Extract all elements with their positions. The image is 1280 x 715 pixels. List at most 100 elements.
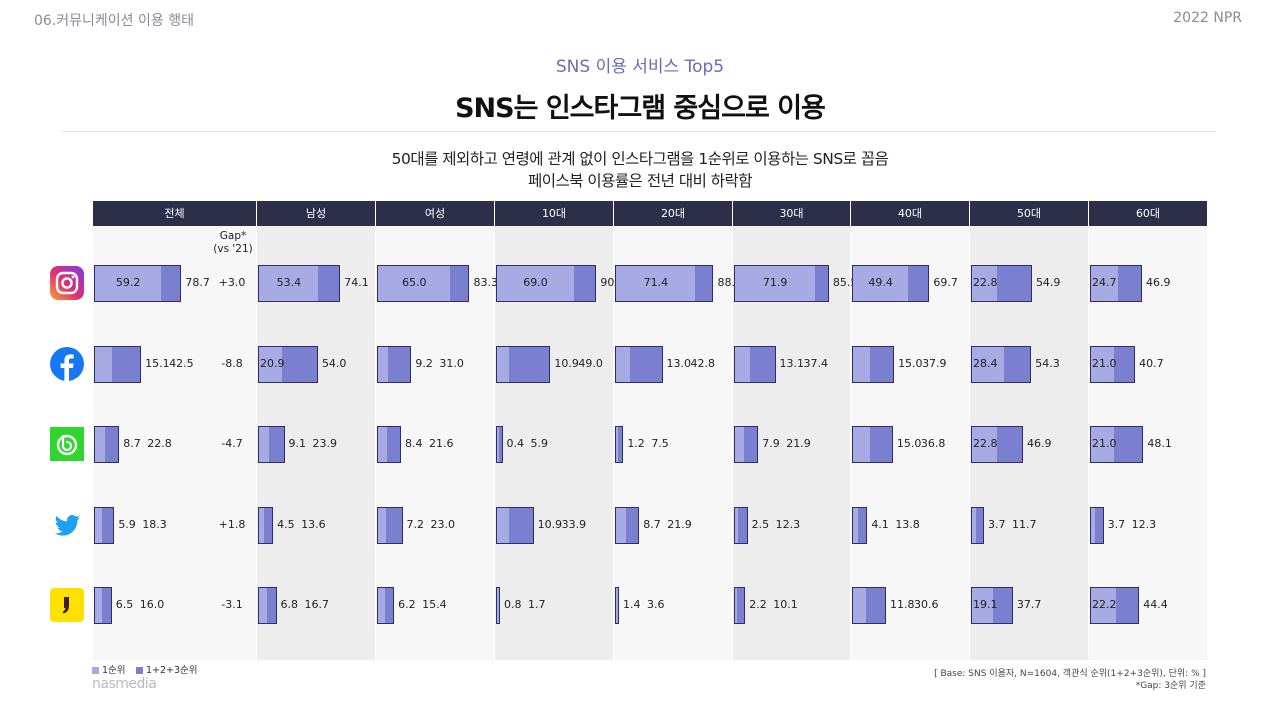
value-label-total: 16.7 (304, 598, 330, 611)
value-label-first: 13.1 (779, 357, 805, 370)
value-label-total: 1.7 (528, 598, 546, 611)
value-label-first: 15.1 (145, 357, 170, 370)
value-label-first: 8.7 (643, 518, 661, 531)
bar-first (972, 347, 1004, 382)
bar-first (95, 508, 102, 543)
value-label-total: 13.6 (301, 518, 326, 531)
value-label-total: 31.0 (439, 357, 464, 370)
value-label-first: 7.2 (406, 518, 425, 531)
value-label-first: 22.8 (973, 276, 998, 289)
bar-first (735, 508, 738, 543)
column-header-0: 전체 (93, 201, 256, 226)
column-header-7: 50대 (970, 201, 1088, 226)
value-label-first: 59.2 (115, 276, 141, 289)
value-label-total: 46.9 (1146, 276, 1171, 289)
bar-first (1091, 347, 1115, 382)
value-label-first: 71.9 (762, 276, 788, 289)
value-label-first: 21.0 (1092, 357, 1117, 370)
value-label-total: 74.1 (344, 276, 369, 289)
kakaostory-icon (50, 588, 84, 622)
bar-first (95, 427, 105, 462)
bar-first (853, 588, 867, 623)
value-label-first: 13.0 (666, 357, 692, 370)
value-label-first: 6.8 (280, 598, 299, 611)
value-label-first: 15.0 (898, 357, 923, 370)
gap-value: +1.8 (218, 518, 246, 531)
value-label-total: 37.7 (1016, 598, 1042, 611)
value-label-total: 23.0 (430, 518, 456, 531)
value-label-total: 15.4 (422, 598, 447, 611)
value-label-total: 46.9 (1027, 437, 1052, 450)
value-label-first: 7.9 (762, 437, 780, 450)
column-header-4: 20대 (614, 201, 732, 226)
gap-header: Gap* (vs '21) (207, 230, 259, 256)
column-header-8: 60대 (1089, 201, 1207, 226)
value-label-first: 22.2 (1092, 598, 1117, 611)
value-label-total: 13.8 (895, 518, 920, 531)
value-label-total: 54.9 (1035, 276, 1061, 289)
value-label-total: 10.1 (773, 598, 798, 611)
page-title: SNS는 인스타그램 중심으로 이용 (455, 93, 826, 124)
value-label-first: 4.1 (871, 518, 889, 531)
instagram-icon (50, 266, 84, 300)
value-label-first: 3.7 (1107, 518, 1126, 531)
value-label-total: 37.9 (922, 357, 947, 370)
gap-value: +3.0 (218, 276, 246, 289)
value-label-total: 40.7 (1139, 357, 1164, 370)
bar-total (615, 426, 624, 463)
value-label-first: 0.4 (506, 437, 525, 450)
bar-first (616, 588, 618, 623)
legend-label-first: 1순위 (102, 665, 126, 676)
bar-first (378, 508, 386, 543)
gap-value: -8.8 (221, 357, 243, 370)
divider (62, 131, 1216, 132)
value-label-first: 2.2 (749, 598, 767, 611)
value-label-first: 49.4 (868, 276, 893, 289)
bar-first (735, 347, 750, 382)
bar-first (1091, 508, 1096, 543)
value-label-total: 48.1 (1147, 437, 1172, 450)
value-label-total: 54.3 (1035, 357, 1060, 370)
bar-first (972, 588, 994, 623)
bar-first (497, 508, 510, 543)
bar-first (972, 427, 998, 462)
bar-total (496, 426, 503, 463)
column-header-2: 여성 (376, 201, 494, 226)
value-label-total: 11.7 (1011, 518, 1037, 531)
bar-first (972, 266, 998, 301)
bar-first (616, 508, 626, 543)
bar-first (735, 427, 744, 462)
bar-first (497, 347, 510, 382)
value-label-total: 49.0 (578, 357, 603, 370)
bar-first (616, 266, 696, 301)
value-label-first: 10.9 (537, 518, 563, 531)
bar-first (259, 266, 319, 301)
legend-label-total: 1+2+3순위 (146, 665, 198, 676)
bar-first (259, 588, 267, 623)
column-header-5: 30대 (733, 201, 850, 226)
value-label-first: 5.9 (118, 518, 136, 531)
band-icon (50, 427, 84, 461)
value-label-first: 4.5 (277, 518, 295, 531)
value-label-total: 18.3 (142, 518, 167, 531)
value-label-total: 36.8 (920, 437, 946, 450)
legend-total: 1+2+3순위 (136, 662, 198, 676)
value-label-first: 6.2 (398, 598, 416, 611)
value-label-first: 1.4 (623, 598, 641, 611)
gap-header-sub: (vs '21) (213, 243, 253, 255)
bar-total (734, 587, 746, 624)
value-label-first: 1.2 (627, 437, 645, 450)
description-line-1: 50대를 제외하고 연령에 관계 없이 인스타그램을 1순위로 이용하는 SNS… (391, 150, 889, 168)
bar-first (378, 347, 389, 382)
column-header-6: 40대 (851, 201, 969, 226)
chart-subtitle: SNS 이용 서비스 Top5 (555, 57, 725, 77)
value-label-total: 54.0 (321, 357, 347, 370)
value-label-total: 33.9 (561, 518, 587, 531)
value-label-total: 37.4 (803, 357, 829, 370)
legend-first: 1순위 (92, 662, 126, 676)
value-label-first: 8.7 (123, 437, 141, 450)
page-tag: 06.커뮤니케이션 이용 행태 (34, 13, 194, 29)
value-label-first: 3.7 (987, 518, 1006, 531)
bar-first (735, 588, 738, 623)
description-line-2: 페이스북 이용률은 전년 대비 하락함 (527, 172, 753, 190)
